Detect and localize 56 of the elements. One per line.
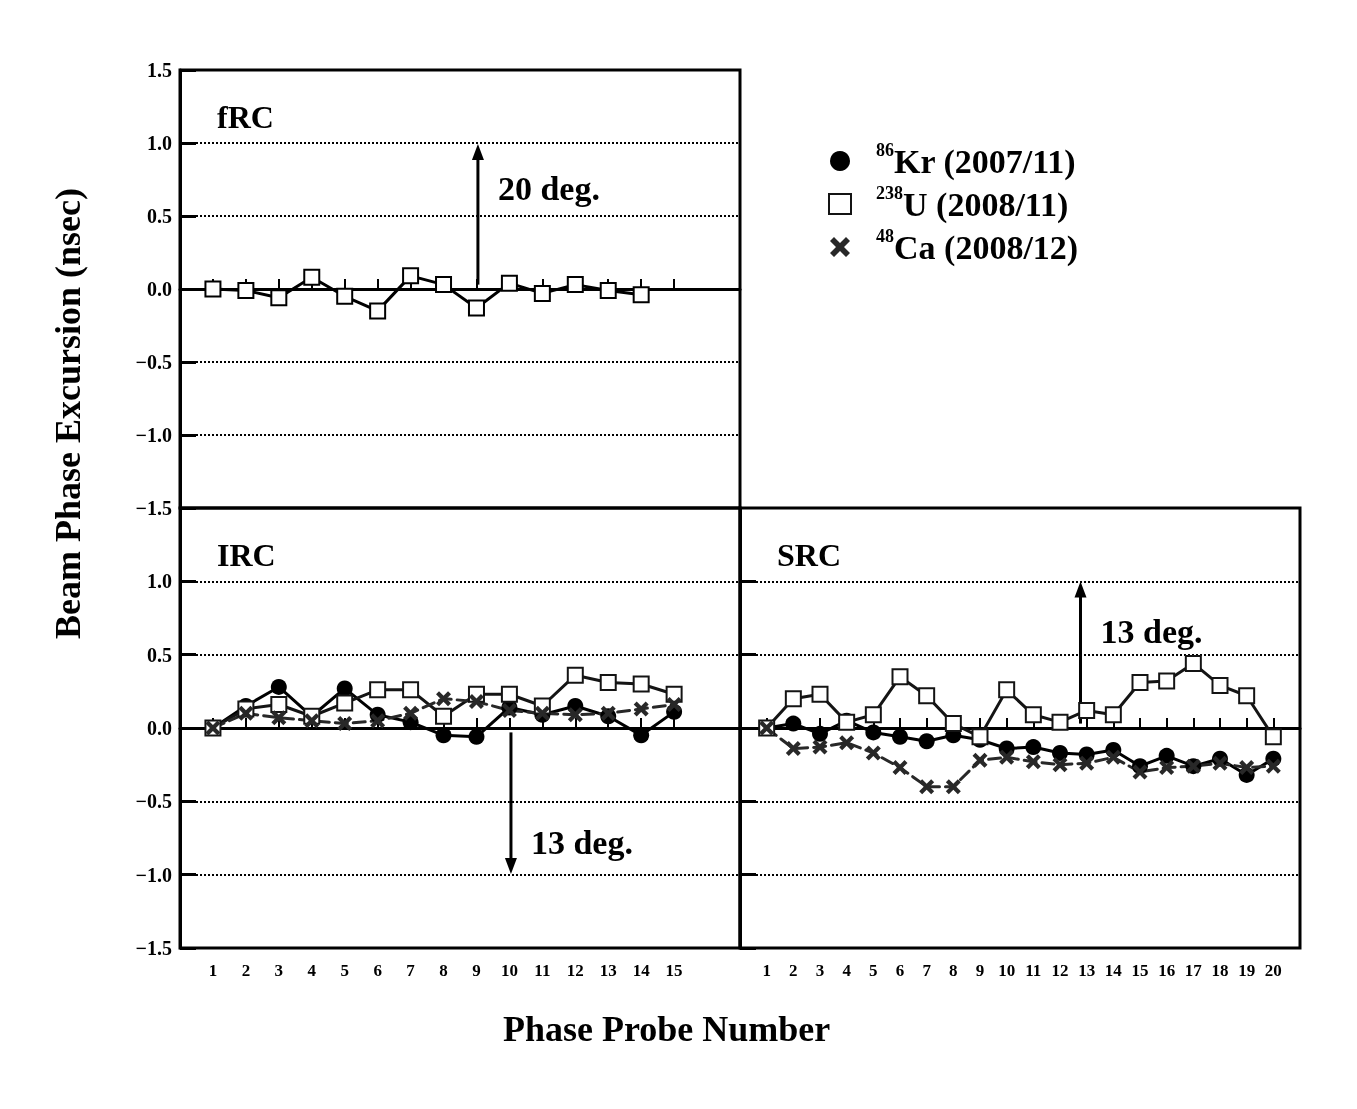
- x-tick-label: 5: [340, 961, 349, 980]
- y-tick-label: −0.5: [135, 790, 172, 813]
- x-tick-label: 8: [949, 961, 958, 980]
- x-tick-label: 2: [241, 961, 251, 980]
- x-tick-label: 3: [815, 961, 825, 980]
- x-tick-label: 12: [566, 961, 584, 980]
- x-tick-label: 16: [1158, 961, 1176, 980]
- y-tick-label: 1.5: [147, 59, 172, 81]
- x-tick-label: 1: [208, 961, 218, 980]
- x-tick-label: 18: [1211, 961, 1229, 980]
- y-tick-label: −1.5: [135, 937, 172, 959]
- y-tick-label: 0.0: [147, 717, 172, 739]
- y-tick-label: 1.0: [147, 132, 172, 154]
- x-tick-label: 10: [500, 961, 518, 980]
- annotation: 20 deg.: [497, 169, 600, 207]
- y-tick-label: 0.5: [147, 643, 172, 666]
- x-tick-label: 9: [975, 961, 985, 980]
- x-tick-label: 14: [1104, 961, 1123, 980]
- y-tick-label: −1.0: [135, 863, 172, 886]
- x-tick-label: 11: [534, 961, 551, 980]
- x-tick-label: 14: [632, 961, 651, 980]
- x-tick-label: 20: [1264, 961, 1282, 980]
- text: IRC: [217, 537, 276, 573]
- x-tick-label: 15: [665, 961, 683, 980]
- x-tick-label: 4: [842, 961, 852, 980]
- x-tick-label: 10: [998, 961, 1016, 980]
- annotation: 13 deg.: [1100, 612, 1203, 650]
- x-tick-label: 12: [1051, 961, 1069, 980]
- annotation: 13 deg.: [530, 823, 633, 861]
- y-axis-title: Beam Phase Excursion (nsec): [48, 188, 88, 639]
- y-tick-label: 1.0: [147, 570, 172, 593]
- x-tick-label: 15: [1131, 961, 1149, 980]
- y-tick-label: −1.0: [135, 424, 172, 446]
- y-tick-label: −1.5: [135, 497, 172, 519]
- x-tick-label: 17: [1184, 961, 1203, 980]
- x-tick-label: 1: [762, 961, 771, 980]
- y-tick-label: −0.5: [135, 351, 172, 373]
- x-tick-label: 6: [895, 961, 905, 980]
- x-tick-label: 9: [472, 961, 481, 980]
- x-tick-label: 2: [789, 961, 798, 980]
- y-tick-label: 0.0: [147, 278, 172, 300]
- x-tick-label: 4: [307, 961, 317, 980]
- x-tick-label: 13: [1078, 961, 1096, 980]
- x-tick-label: 8: [439, 961, 448, 980]
- x-tick-label: 13: [599, 961, 617, 980]
- x-tick-label: 19: [1238, 961, 1256, 980]
- x-tick-label: 3: [274, 961, 284, 980]
- x-tick-label: 11: [1025, 961, 1042, 980]
- x-tick-label: 5: [869, 961, 878, 980]
- text: SRC: [777, 537, 842, 573]
- y-tick-label: 0.5: [147, 205, 172, 227]
- x-tick-label: 7: [922, 961, 932, 980]
- x-tick-label: 6: [373, 961, 382, 980]
- text: fRC: [217, 99, 274, 135]
- x-tick-label: 7: [406, 961, 416, 980]
- x-axis-title: Phase Probe Number: [503, 1009, 831, 1049]
